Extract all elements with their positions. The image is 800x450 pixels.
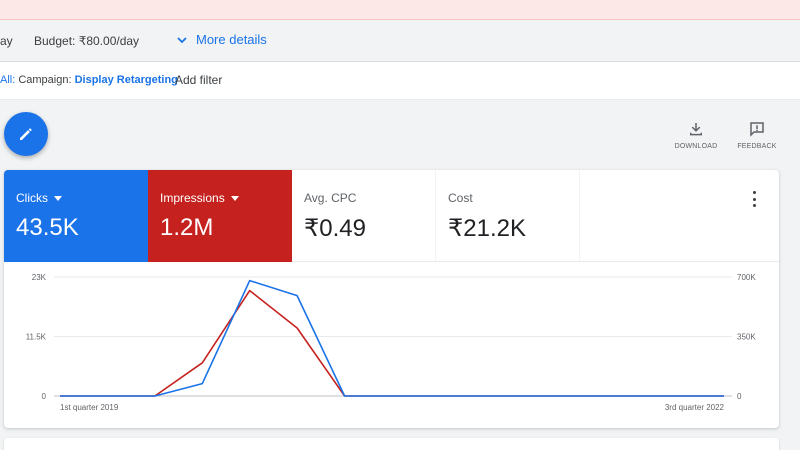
performance-chart: 23K 700K 11.5K 350K 0 0 1st quarter 2019 3rd qu… xyxy=(4,262,779,428)
campaign-filter-chip[interactable]: All: Campaign: Display Retargeting xyxy=(0,74,178,86)
x-axis-label-end: 3rd quarter 2022 xyxy=(665,403,725,412)
download-button[interactable]: DOWNLOAD xyxy=(671,120,721,150)
metric-clicks-value: 43.5K xyxy=(16,214,79,241)
download-label: DOWNLOAD xyxy=(674,143,718,150)
metric-cost-label: Cost xyxy=(448,191,473,205)
right-axis-tick: 700K xyxy=(737,273,756,282)
x-axis-label-start: 1st quarter 2019 xyxy=(60,403,119,412)
more-details-button[interactable]: More details xyxy=(176,32,267,47)
filter-bar: All: Campaign: Display Retargeting Add f… xyxy=(0,62,800,100)
metric-clicks[interactable]: Clicks 43.5K xyxy=(4,170,148,262)
performance-card: Clicks 43.5K Impressions 1.2M Avg. CPC ₹… xyxy=(4,170,779,428)
alert-strip xyxy=(0,0,800,20)
filter-campaign-label: Campaign: xyxy=(15,74,75,86)
metric-clicks-label: Clicks xyxy=(16,191,48,205)
campaign-summary-bar: ay Budget: ₹80.00/day More details xyxy=(0,20,800,62)
dropdown-caret-icon xyxy=(230,195,239,201)
metric-avg-cpc-label: Avg. CPC xyxy=(304,191,357,205)
feedback-icon xyxy=(750,122,764,137)
period-text: ay xyxy=(0,34,13,48)
more-options-icon[interactable] xyxy=(748,190,760,208)
pencil-icon xyxy=(20,128,32,140)
series-line-impressions xyxy=(60,289,724,397)
metric-impressions-header: Impressions xyxy=(160,191,239,205)
metric-impressions-label: Impressions xyxy=(160,191,225,205)
right-axis-tick: 0 xyxy=(737,392,742,401)
metric-impressions-value: 1.2M xyxy=(160,214,214,241)
download-icon xyxy=(690,123,702,136)
metric-avg-cpc[interactable]: Avg. CPC ₹0.49 xyxy=(292,170,436,262)
add-filter-button[interactable]: Add filter xyxy=(175,73,223,87)
next-card-edge xyxy=(0,436,800,450)
edit-fab-button[interactable] xyxy=(4,112,48,156)
left-axis-tick: 0 xyxy=(42,392,47,401)
feedback-label: FEEDBACK xyxy=(737,143,777,150)
metric-avg-cpc-value: ₹0.49 xyxy=(304,215,366,242)
left-axis-tick: 23K xyxy=(32,273,47,282)
more-details-label: More details xyxy=(196,32,267,47)
line-chart: 23K 700K 11.5K 350K 0 0 1st quarter 2019 3rd qu… xyxy=(26,273,757,412)
filter-campaign-value: Display Retargeting xyxy=(74,74,178,86)
metric-clicks-header: Clicks xyxy=(16,191,62,205)
metric-cost-value: ₹21.2K xyxy=(448,215,526,242)
right-axis-tick: 350K xyxy=(737,333,756,342)
budget-text: Budget: ₹80.00/day xyxy=(34,34,140,48)
chevron-down-icon xyxy=(177,36,187,43)
series-line-clicks xyxy=(60,279,724,397)
left-axis-tick: 11.5K xyxy=(26,333,47,342)
feedback-button[interactable]: FEEDBACK xyxy=(732,120,782,150)
metric-divider xyxy=(292,261,779,262)
filter-all-label: All: xyxy=(0,74,16,86)
metric-cost[interactable]: Cost ₹21.2K xyxy=(436,170,580,262)
metric-impressions[interactable]: Impressions 1.2M xyxy=(148,170,292,262)
dropdown-caret-icon xyxy=(54,195,62,201)
